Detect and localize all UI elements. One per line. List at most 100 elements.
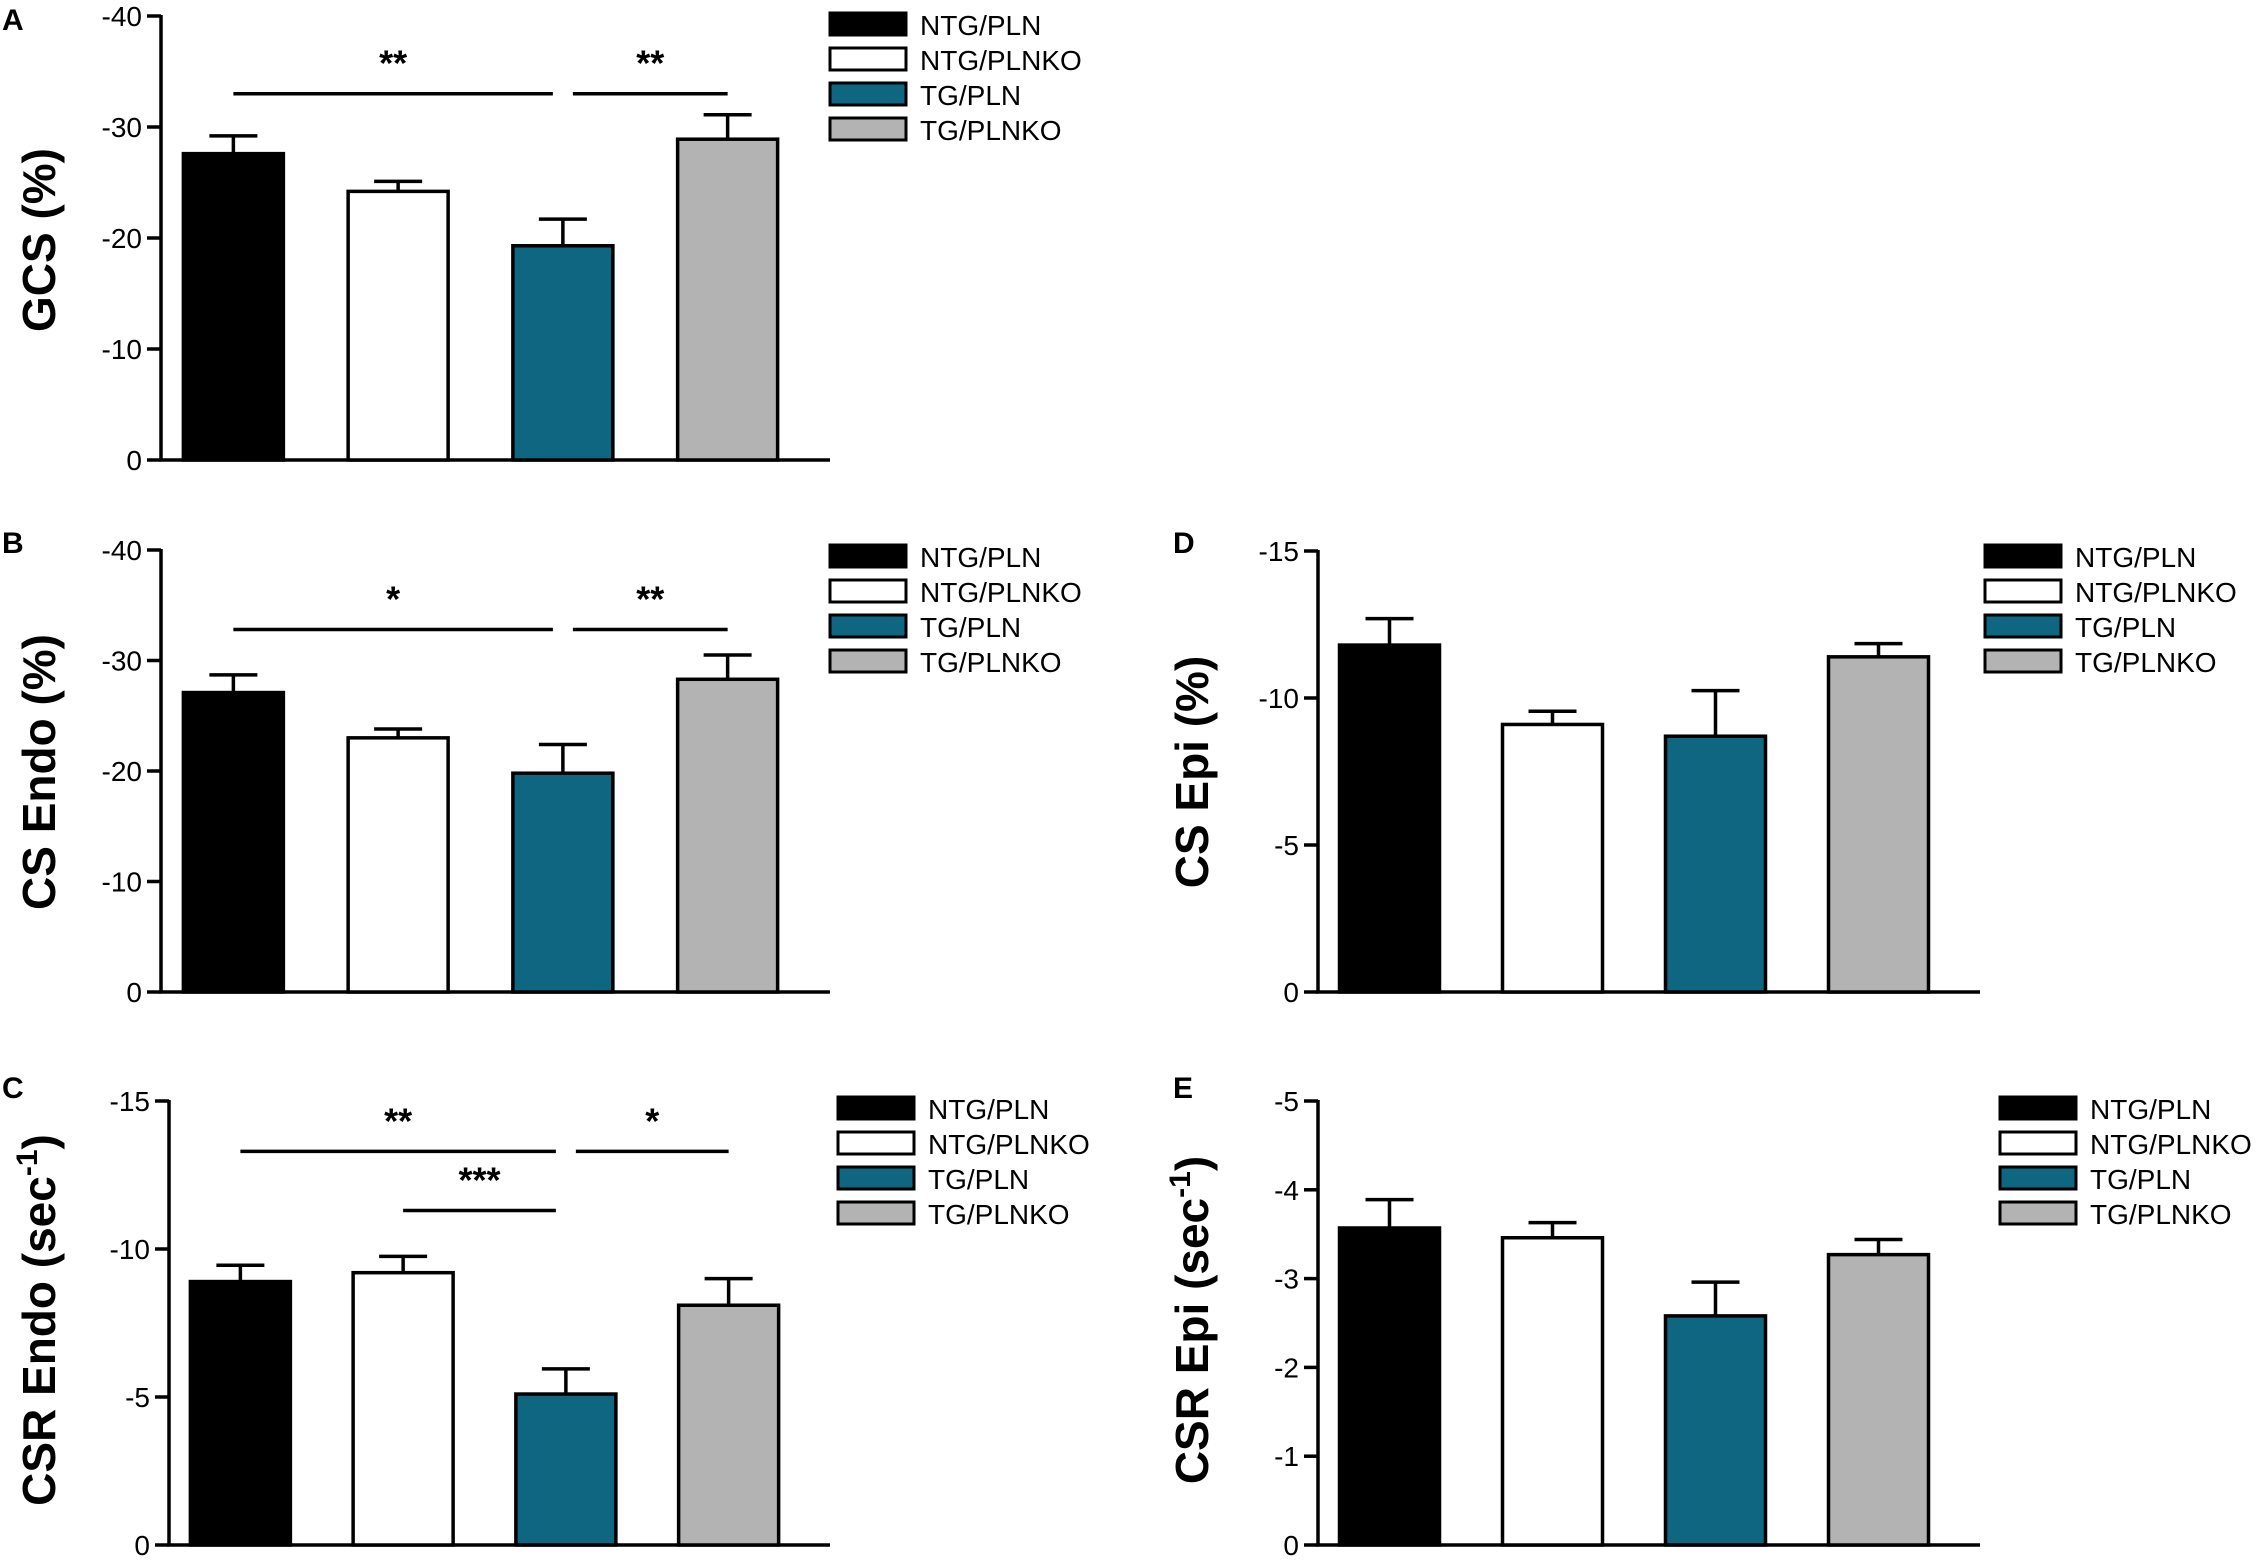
y-tick-label-b: 0 xyxy=(126,977,142,1008)
bar-c-tg-plnko xyxy=(676,1303,781,1547)
bar-a-ntg-pln xyxy=(181,151,286,462)
legend-swatch-c-ntg-pln xyxy=(836,1095,916,1121)
bar-b-tg-plnko xyxy=(675,677,780,994)
bar-b-tg-pln xyxy=(511,771,615,994)
y-tick-label-c: -10 xyxy=(110,1234,150,1265)
y-tick-label-e: 0 xyxy=(1283,1530,1299,1560)
legend-label-d-tg-plnko: TG/PLNKO xyxy=(2075,647,2217,678)
significance-label-b: ** xyxy=(636,579,664,620)
bar-e-tg-plnko xyxy=(1826,1252,1931,1547)
y-tick-label-b: -40 xyxy=(102,535,142,566)
significance-label-a: ** xyxy=(636,43,664,84)
legend-swatch-b-ntg-plnko xyxy=(828,578,908,604)
y-tick-label-a: 0 xyxy=(126,445,142,476)
legend-label-a-tg-pln: TG/PLN xyxy=(920,80,1021,111)
bar-a-tg-pln xyxy=(511,244,615,462)
y-tick-label-d: -5 xyxy=(1274,830,1299,861)
bar-c-ntg-plnko xyxy=(351,1270,455,1547)
legend-label-e-ntg-plnko: NTG/PLNKO xyxy=(2090,1129,2252,1160)
bar-d-ntg-plnko xyxy=(1500,722,1605,994)
legend-label-e-tg-plnko: TG/PLNKO xyxy=(2090,1199,2232,1230)
y-tick-label-b: -30 xyxy=(102,646,142,677)
legend-label-d-tg-pln: TG/PLN xyxy=(2075,612,2176,643)
y-tick-label-b: -10 xyxy=(102,867,142,898)
legend-swatch-b-ntg-pln xyxy=(828,543,908,569)
significance-label-c: ** xyxy=(384,1100,412,1141)
legend-swatch-d-tg-plnko xyxy=(1983,648,2063,674)
legend-label-c-ntg-pln: NTG/PLN xyxy=(928,1094,1049,1125)
panel-a: A 0 -10 -20 -30 -40 GCS (%) ** ** NTG/PLN NTG/PLN… xyxy=(2,1,1082,476)
bar-b-ntg-pln xyxy=(181,690,286,994)
y-tick-label-a: -10 xyxy=(102,334,142,365)
y-axis-label-a: GCS (%) xyxy=(13,148,65,332)
legend-label-a-ntg-plnko: NTG/PLNKO xyxy=(920,45,1082,76)
y-tick-label-c: -15 xyxy=(110,1086,150,1117)
y-tick-label-e: -5 xyxy=(1274,1086,1299,1117)
legend-label-c-ntg-plnko: NTG/PLNKO xyxy=(928,1129,1090,1160)
panel-letter-b: B xyxy=(2,527,24,560)
panel-d: D 0 -5 -10 -15 CS Epi (%) NTG/PLN NTG/PLNKO TG/… xyxy=(1166,527,2237,1008)
legend-swatch-e-ntg-plnko xyxy=(1998,1130,2078,1156)
legend-swatch-c-ntg-plnko xyxy=(836,1130,916,1156)
legend-swatch-d-tg-pln xyxy=(1983,613,2063,639)
panel-e: E 0 -1 -2 -3 -4 -5 CSR Epi (sec-1) NTG/PLN NTG/P… xyxy=(1164,1072,2252,1560)
bar-d-tg-pln xyxy=(1663,734,1768,994)
bar-a-tg-plnko xyxy=(675,137,780,462)
legend-swatch-b-tg-pln xyxy=(828,613,908,639)
legend-label-e-ntg-pln: NTG/PLN xyxy=(2090,1094,2211,1125)
legend-swatch-d-ntg-pln xyxy=(1983,543,2063,569)
y-tick-label-c: -5 xyxy=(125,1382,150,1413)
significance-label-c: *** xyxy=(458,1160,500,1201)
legend-swatch-b-tg-plnko xyxy=(828,648,908,674)
y-tick-label-e: -2 xyxy=(1274,1352,1299,1383)
y-tick-label-e: -3 xyxy=(1274,1264,1299,1295)
y-tick-label-d: -15 xyxy=(1259,536,1299,567)
legend-label-d-ntg-plnko: NTG/PLNKO xyxy=(2075,577,2237,608)
legend-swatch-a-tg-pln xyxy=(828,81,908,107)
legend-swatch-e-tg-pln xyxy=(1998,1165,2078,1191)
y-tick-label-a: -30 xyxy=(102,112,142,143)
y-tick-label-a: -20 xyxy=(102,223,142,254)
panel-letter-d: D xyxy=(1173,527,1195,560)
legend-swatch-c-tg-plnko xyxy=(836,1200,916,1226)
panel-letter-c: C xyxy=(2,1072,24,1105)
y-tick-label-e: -1 xyxy=(1274,1441,1299,1472)
bar-b-ntg-plnko xyxy=(346,736,450,994)
y-axis-label-b: CS Endo (%) xyxy=(13,634,65,910)
bar-e-ntg-pln xyxy=(1337,1226,1442,1547)
y-axis-label-c: CSR Endo (sec-1) xyxy=(11,1134,65,1506)
significance-label-c: * xyxy=(645,1100,659,1141)
legend-label-a-ntg-pln: NTG/PLN xyxy=(920,10,1041,41)
bar-a-ntg-plnko xyxy=(346,189,450,462)
legend-swatch-d-ntg-plnko xyxy=(1983,578,2063,604)
legend-label-a-tg-plnko: TG/PLNKO xyxy=(920,115,1062,146)
legend-label-b-tg-plnko: TG/PLNKO xyxy=(920,647,1062,678)
legend-swatch-a-ntg-pln xyxy=(828,11,908,37)
legend-label-b-ntg-pln: NTG/PLN xyxy=(920,542,1041,573)
legend-label-c-tg-plnko: TG/PLNKO xyxy=(928,1199,1070,1230)
legend-swatch-e-ntg-pln xyxy=(1998,1095,2078,1121)
legend-swatch-c-tg-pln xyxy=(836,1165,916,1191)
y-tick-label-d: -10 xyxy=(1259,683,1299,714)
legend-swatch-e-tg-plnko xyxy=(1998,1200,2078,1226)
bar-e-tg-pln xyxy=(1663,1314,1768,1547)
bar-e-ntg-plnko xyxy=(1500,1236,1605,1547)
y-tick-label-b: -20 xyxy=(102,756,142,787)
bar-d-ntg-pln xyxy=(1337,643,1442,994)
y-axis-label-e: CSR Epi (sec-1) xyxy=(1164,1156,1218,1484)
bar-c-tg-pln xyxy=(514,1392,618,1547)
legend-label-e-tg-pln: TG/PLN xyxy=(2090,1164,2191,1195)
panel-letter-e: E xyxy=(1173,1072,1193,1105)
legend-label-c-tg-pln: TG/PLN xyxy=(928,1164,1029,1195)
panel-letter-a: A xyxy=(2,4,24,37)
y-tick-label-e: -4 xyxy=(1274,1175,1299,1206)
y-tick-label-a: -40 xyxy=(102,1,142,32)
bar-d-tg-plnko xyxy=(1826,655,1931,994)
y-tick-label-d: 0 xyxy=(1283,977,1299,1008)
significance-label-b: * xyxy=(386,579,400,620)
legend-label-b-tg-pln: TG/PLN xyxy=(920,612,1021,643)
y-tick-label-c: 0 xyxy=(134,1530,150,1560)
